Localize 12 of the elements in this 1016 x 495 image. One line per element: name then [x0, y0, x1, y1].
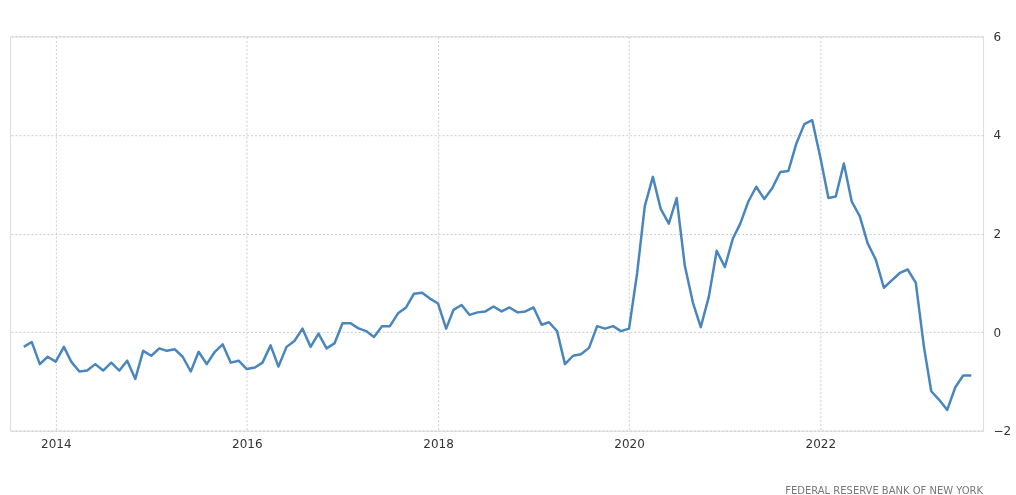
line-series: [22, 118, 973, 412]
x-tick-label: 2016: [232, 437, 263, 452]
text: FEDERAL RESERVE BANK OF NEW YORK: [785, 484, 984, 495]
x-tick-label: 2022: [805, 437, 837, 452]
y-tick-label: 2: [993, 227, 1002, 242]
y-tick-label: −2: [993, 424, 1012, 439]
y-tick-label: 6: [993, 29, 1002, 44]
y-tick-label: 0: [993, 325, 1002, 340]
x-tick-label: 2014: [41, 437, 72, 452]
y-tick-label: 4: [993, 128, 1002, 143]
x-tick-label: 2020: [614, 437, 645, 452]
x-tick-label: 2018: [423, 437, 454, 452]
